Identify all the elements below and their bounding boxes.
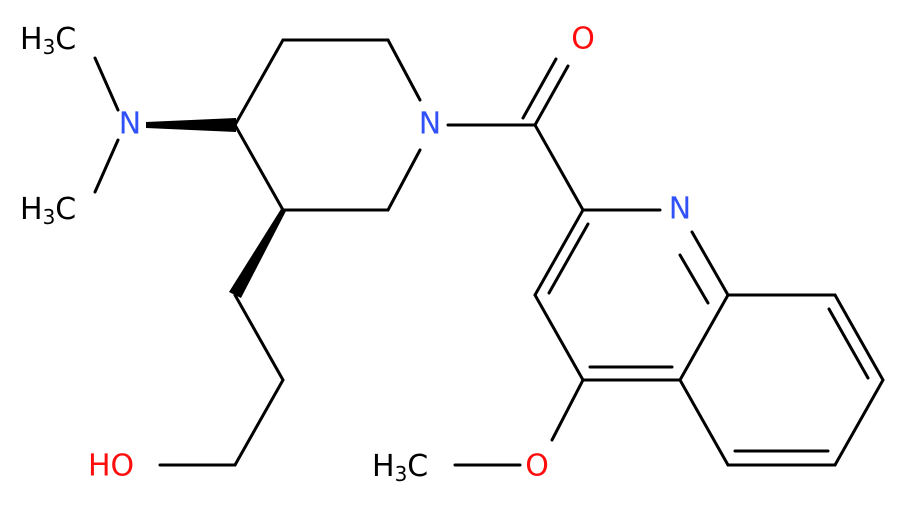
bond <box>386 38 422 102</box>
atom-label: N <box>419 107 441 142</box>
bond <box>521 57 558 120</box>
atom-labels: H3C N H3C N O N HO H3C O <box>20 22 691 486</box>
bond <box>533 293 585 382</box>
wedge-bond <box>229 209 286 298</box>
wedge-bond <box>146 118 236 132</box>
bonds <box>93 38 885 467</box>
bond <box>833 293 885 382</box>
bond <box>533 123 585 212</box>
bond <box>678 293 730 382</box>
bond <box>678 253 710 305</box>
bond <box>550 378 585 442</box>
bond <box>827 307 870 380</box>
bond <box>93 138 120 194</box>
bond <box>233 123 285 212</box>
bond <box>386 148 422 212</box>
bond <box>233 38 285 127</box>
atom-label: O <box>571 22 595 57</box>
bond <box>93 56 120 112</box>
atom-label: O <box>525 449 549 484</box>
atom-label: N <box>669 192 691 227</box>
bond <box>233 378 285 467</box>
bond <box>547 222 590 295</box>
atom-label: H3C <box>20 192 76 229</box>
bond <box>690 230 730 297</box>
bond <box>533 64 570 127</box>
bond <box>678 378 730 467</box>
bond <box>833 378 885 467</box>
atom-label: N <box>119 107 141 142</box>
atom-label: HO <box>88 449 134 484</box>
bond <box>233 293 285 382</box>
atom-label: H3C <box>372 449 428 486</box>
atom-label: H3C <box>20 22 76 59</box>
bond <box>533 208 585 297</box>
